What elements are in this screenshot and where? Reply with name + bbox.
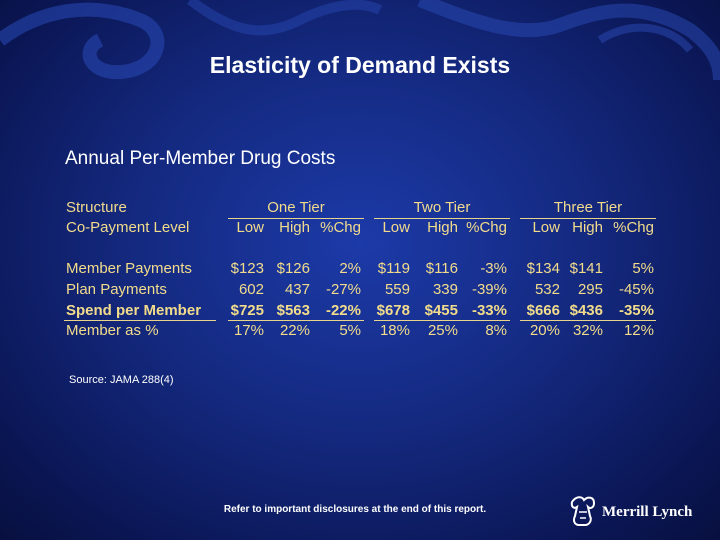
table-cell: $119: [377, 260, 410, 277]
column-subheader: %Chg: [320, 219, 361, 236]
table-cell: $563: [276, 302, 310, 319]
table-cell: 532: [534, 281, 560, 298]
table-cell: -22%: [325, 302, 361, 319]
table-cell: -33%: [471, 302, 507, 319]
table-cell: 20%: [529, 322, 560, 339]
row-label: Member as %: [66, 322, 159, 339]
spend-row-underline-three: [520, 320, 656, 321]
table-cell: $725: [230, 302, 264, 319]
table-cell: $126: [276, 260, 310, 277]
tier-underline-one: [228, 218, 364, 219]
structure-label: Structure: [66, 199, 127, 216]
table-cell: 32%: [572, 322, 603, 339]
tier-header-one: One Tier: [267, 199, 325, 216]
column-subheader: High: [572, 219, 603, 236]
column-subheader: Low: [532, 219, 560, 236]
spend-row-underline-one: [228, 320, 364, 321]
table-cell: -45%: [618, 281, 654, 298]
background-swirl-decoration: [0, 0, 720, 81]
spend-row-underline-two: [374, 320, 510, 321]
table-cell: -39%: [471, 281, 507, 298]
tier-underline-three: [520, 218, 656, 219]
slide-title: Elasticity of Demand Exists: [209, 52, 511, 78]
table-cell: $134: [526, 260, 560, 277]
row-label: Plan Payments: [66, 281, 167, 298]
logo-text: Merrill Lynch: [602, 504, 693, 520]
table-cell: $678: [376, 302, 410, 319]
tier-header-three: Three Tier: [553, 199, 623, 216]
table-cell: $116: [425, 260, 458, 277]
column-subheader: High: [427, 219, 458, 236]
tier-header-two: Two Tier: [413, 199, 471, 216]
copay-level-label: Co-Payment Level: [66, 219, 190, 236]
table-cell: 5%: [339, 322, 361, 339]
table-cell: $666: [526, 302, 560, 319]
table-cell: 602: [238, 281, 264, 298]
table-cell: 25%: [427, 322, 458, 339]
merrill-lynch-logo: Merrill Lynch: [568, 494, 708, 528]
table-cell: -3%: [480, 260, 507, 277]
table-cell: -27%: [325, 281, 361, 298]
table-cell: $141: [569, 260, 603, 277]
table-cell: 559: [384, 281, 410, 298]
source-note: Source: JAMA 288(4): [69, 374, 174, 386]
slide-subtitle: Annual Per-Member Drug Costs: [65, 148, 336, 169]
table-cell: 22%: [279, 322, 310, 339]
table-cell: 17%: [233, 322, 264, 339]
table-cell: 437: [284, 281, 310, 298]
table-cell: 295: [577, 281, 603, 298]
column-subheader: %Chg: [613, 219, 654, 236]
table-cell: $436: [569, 302, 603, 319]
table-cell: 12%: [623, 322, 654, 339]
column-subheader: Low: [382, 219, 410, 236]
table-cell: 2%: [339, 260, 361, 277]
column-subheader: Low: [236, 219, 264, 236]
table-cell: 5%: [632, 260, 654, 277]
spend-row-underline-label: [64, 320, 216, 321]
table-cell: $123: [230, 260, 264, 277]
table-cell: -35%: [618, 302, 654, 319]
column-subheader: High: [279, 219, 310, 236]
table-cell: 339: [432, 281, 458, 298]
column-subheader: %Chg: [466, 219, 507, 236]
bull-icon: [570, 496, 596, 526]
tier-underline-two: [374, 218, 510, 219]
row-label: Spend per Member: [66, 302, 202, 319]
disclosure-footer: Refer to important disclosures at the en…: [223, 504, 487, 515]
table-cell: 8%: [485, 322, 507, 339]
row-label: Member Payments: [66, 260, 192, 277]
table-cell: $455: [424, 302, 458, 319]
table-cell: 18%: [379, 322, 410, 339]
